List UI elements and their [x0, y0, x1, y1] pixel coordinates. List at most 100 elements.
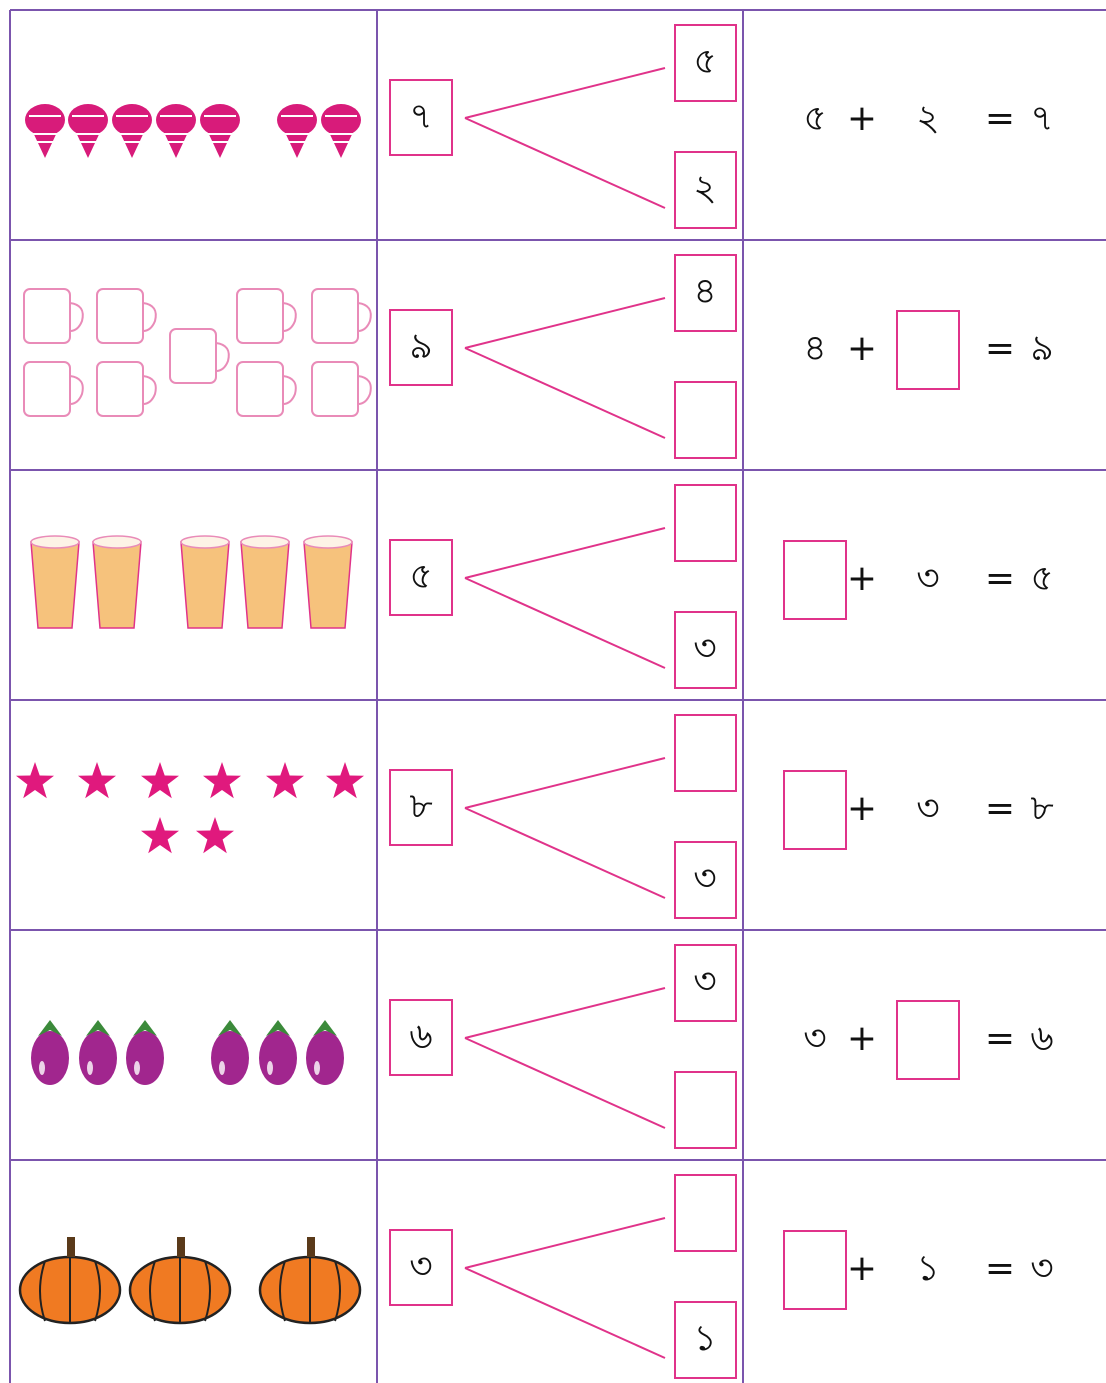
answer-box [896, 1000, 960, 1080]
eggplant-icon [79, 1031, 117, 1085]
total-number: ৯ [409, 326, 432, 367]
part-number: ৩ [693, 961, 716, 1002]
cup-icon [215, 342, 230, 372]
cup-icon [357, 302, 372, 332]
answer-box [389, 999, 453, 1076]
total-number: ৭ [409, 96, 432, 137]
glass-icon [30, 541, 80, 629]
answer-box [674, 1174, 737, 1252]
cup-icon [169, 328, 217, 384]
pumpkin-icon [67, 1237, 75, 1257]
total-number: ৮ [409, 786, 432, 827]
answer-box [674, 24, 737, 102]
equation-right: ১ [916, 1248, 939, 1289]
equation-result: ৮ [1030, 788, 1053, 829]
plus-sign: + [847, 98, 877, 139]
top-icon [72, 115, 104, 143]
cup-icon [96, 288, 144, 344]
eggplant-icon [211, 1031, 249, 1085]
glass-icon [303, 541, 353, 629]
eggplant-icon [266, 1020, 290, 1036]
answer-box [389, 1229, 453, 1306]
cup-icon [236, 288, 284, 344]
cup-icon [96, 361, 144, 417]
answer-box [783, 540, 847, 620]
plus-sign: + [847, 328, 877, 369]
glass-icon [240, 541, 290, 629]
equation-left: ৪ [803, 328, 826, 369]
branch-line [464, 527, 666, 579]
cup-icon [236, 361, 284, 417]
star-icon [141, 817, 179, 854]
branch-line [464, 1267, 666, 1359]
branch-line [464, 297, 666, 349]
equation-right: ৩ [916, 558, 939, 599]
cup-icon [357, 375, 372, 405]
eggplant-icon [218, 1020, 242, 1036]
glass-icon [92, 535, 142, 549]
equation-result: ৬ [1030, 1018, 1053, 1059]
answer-box [674, 1071, 737, 1149]
grid [9, 9, 1106, 1383]
equals-sign: = [985, 788, 1015, 829]
top-icon [204, 115, 236, 143]
cup-icon [142, 375, 157, 405]
star-icon [141, 762, 179, 799]
part-number: ২ [693, 168, 716, 209]
star-icon [196, 817, 234, 854]
cup-icon [69, 302, 84, 332]
glass-icon [240, 535, 290, 549]
eggplant-icon [134, 1061, 140, 1075]
plus-sign: + [847, 1018, 877, 1059]
cup-icon [23, 288, 71, 344]
equals-sign: = [985, 1018, 1015, 1059]
pumpkin-icon [177, 1237, 185, 1257]
plus-sign: + [847, 1248, 877, 1289]
total-number: ৬ [409, 1016, 432, 1057]
answer-box [389, 769, 453, 846]
equation-result: ৯ [1030, 328, 1053, 369]
star-icon [78, 762, 116, 799]
eggplant-icon [39, 1061, 45, 1075]
branch-line [464, 347, 666, 439]
cup-icon [282, 302, 297, 332]
eggplant-icon [259, 1031, 297, 1085]
star-icon [203, 762, 241, 799]
answer-box [674, 254, 737, 332]
glass-icon [92, 541, 142, 629]
star-icon [16, 762, 54, 799]
answer-box [674, 381, 737, 459]
eggplant-icon [306, 1031, 344, 1085]
eggplant-icon [133, 1020, 157, 1036]
answer-box [389, 79, 453, 156]
answer-box [674, 611, 737, 689]
eggplant-icon [38, 1020, 62, 1036]
answer-box [783, 770, 847, 850]
answer-box [896, 310, 960, 390]
branch-line [464, 757, 666, 809]
pumpkin-icon [307, 1237, 315, 1257]
equation-result: ৫ [1030, 558, 1053, 599]
eggplant-icon [126, 1031, 164, 1085]
eggplant-icon [314, 1061, 320, 1075]
eggplant-icon [313, 1020, 337, 1036]
eggplant-icon [86, 1020, 110, 1036]
cup-icon [142, 302, 157, 332]
answer-box [674, 151, 737, 229]
glass-icon [30, 535, 80, 549]
cup-icon [282, 375, 297, 405]
answer-box [674, 1301, 737, 1379]
pumpkin-icon [279, 1257, 341, 1323]
branch-line [464, 67, 666, 119]
branch-line [464, 577, 666, 669]
branch-line [464, 807, 666, 899]
answer-box [674, 714, 737, 792]
branch-line [464, 1217, 666, 1269]
part-number: ৩ [693, 628, 716, 669]
total-number: ৫ [409, 556, 432, 597]
glass-icon [180, 535, 230, 549]
answer-box [783, 1230, 847, 1310]
total-number: ৩ [409, 1246, 432, 1287]
equals-sign: = [985, 328, 1015, 369]
